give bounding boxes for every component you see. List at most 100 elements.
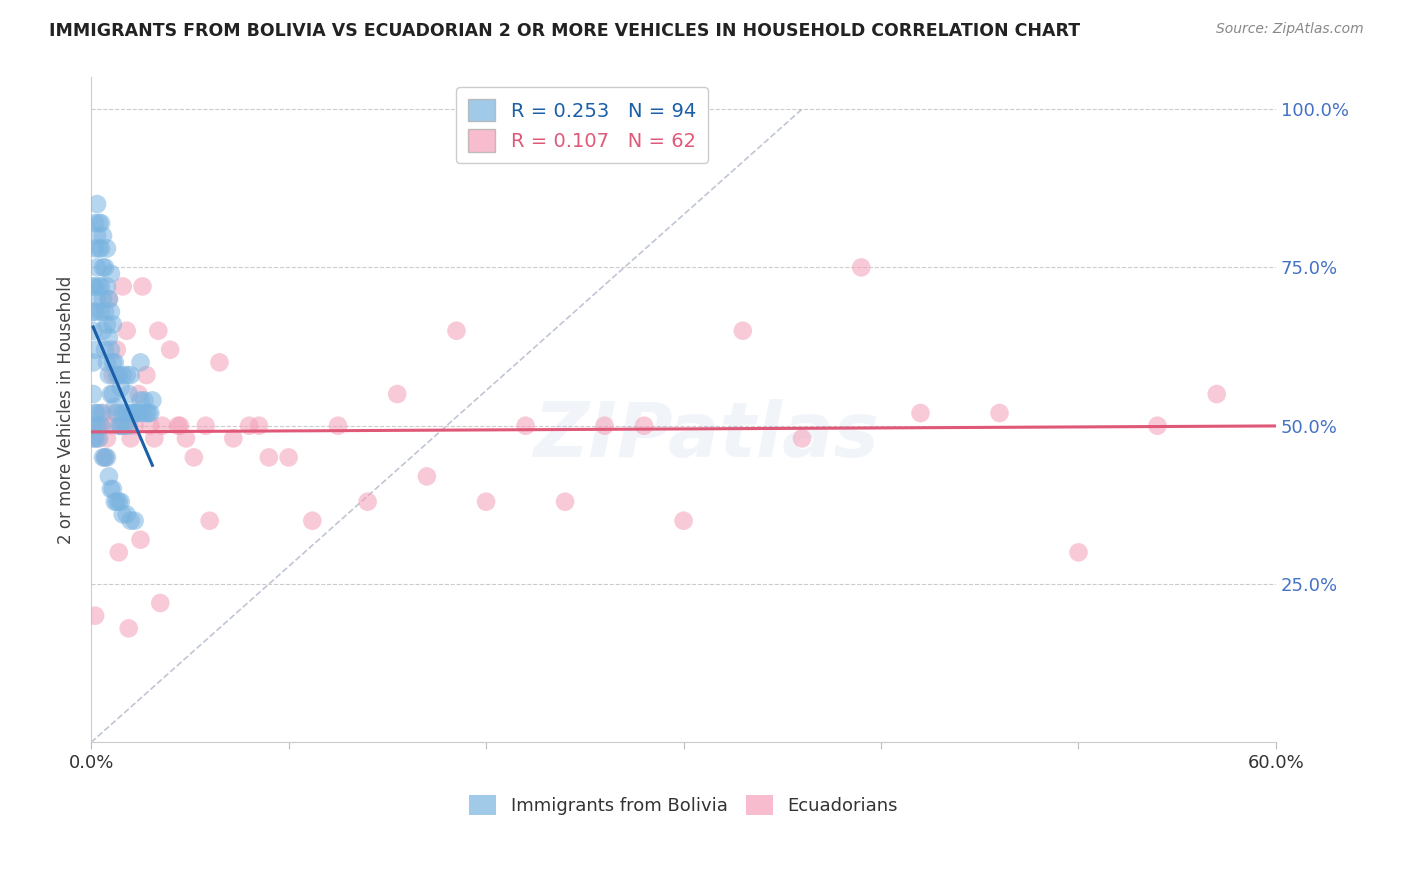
Point [475, 494, 498, 508]
Point [82, 304, 104, 318]
Point [100, 304, 122, 318]
Text: IMMIGRANTS FROM BOLIVIA VS ECUADORIAN 2 OR MORE VEHICLES IN HOUSEHOLD CORRELATIO: IMMIGRANTS FROM BOLIVIA VS ECUADORIAN 2 … [49, 22, 1080, 40]
Point [97, 292, 120, 306]
Point [86, 406, 108, 420]
Point [96, 318, 118, 332]
Point [301, 514, 323, 528]
Point [105, 368, 128, 382]
Point [96, 241, 118, 255]
Point [104, 400, 127, 414]
Point [124, 406, 146, 420]
Point [593, 418, 616, 433]
Point [115, 368, 138, 382]
Point [101, 355, 124, 369]
Point [120, 368, 142, 382]
Point [90, 418, 112, 433]
Point [120, 406, 142, 420]
Point [851, 260, 873, 275]
Point [326, 418, 349, 433]
Point [91, 292, 114, 306]
Point [90, 216, 112, 230]
Point [91, 406, 114, 420]
Point [86, 260, 108, 275]
Point [131, 406, 153, 420]
Point [387, 387, 409, 401]
Point [100, 387, 122, 401]
Point [129, 393, 152, 408]
Point [167, 418, 190, 433]
Point [129, 533, 152, 547]
Point [82, 324, 104, 338]
Point [731, 324, 754, 338]
Point [150, 418, 173, 433]
Point [105, 406, 128, 420]
Point [94, 343, 117, 357]
Point [105, 494, 128, 508]
Point [633, 418, 655, 433]
Point [97, 368, 120, 382]
Point [86, 418, 108, 433]
Point [114, 418, 136, 433]
Point [114, 418, 136, 433]
Point [118, 387, 141, 401]
Point [183, 450, 205, 465]
Point [135, 368, 157, 382]
Point [82, 431, 104, 445]
Point [100, 418, 122, 433]
Point [90, 406, 112, 420]
Point [120, 514, 142, 528]
Point [84, 216, 107, 230]
Point [790, 431, 813, 445]
Point [94, 450, 117, 465]
Point [1146, 418, 1168, 433]
Point [356, 494, 378, 508]
Text: ZIPatlas: ZIPatlas [534, 400, 880, 474]
Point [105, 343, 128, 357]
Point [446, 324, 468, 338]
Point [84, 431, 107, 445]
Point [104, 406, 127, 420]
Point [87, 279, 110, 293]
Point [910, 406, 932, 420]
Point [94, 260, 117, 275]
Point [416, 469, 439, 483]
Point [101, 368, 124, 382]
Point [87, 418, 110, 433]
Point [84, 241, 107, 255]
Point [515, 418, 537, 433]
Point [110, 418, 132, 433]
Point [82, 279, 104, 293]
Point [257, 450, 280, 465]
Point [107, 494, 129, 508]
Point [104, 494, 127, 508]
Point [115, 508, 138, 522]
Point [128, 387, 150, 401]
Point [124, 418, 146, 433]
Point [86, 228, 108, 243]
Point [988, 406, 1011, 420]
Point [96, 450, 118, 465]
Point [86, 431, 108, 445]
Point [129, 355, 152, 369]
Point [100, 267, 122, 281]
Point [554, 494, 576, 508]
Point [96, 279, 118, 293]
Point [84, 343, 107, 357]
Point [118, 418, 141, 433]
Point [107, 418, 129, 433]
Point [1205, 387, 1227, 401]
Point [222, 431, 245, 445]
Point [139, 406, 162, 420]
Point [110, 418, 132, 433]
Point [107, 545, 129, 559]
Point [1067, 545, 1090, 559]
Point [101, 318, 124, 332]
Text: Source: ZipAtlas.com: Source: ZipAtlas.com [1216, 22, 1364, 37]
Legend: Immigrants from Bolivia, Ecuadorians: Immigrants from Bolivia, Ecuadorians [463, 788, 905, 822]
Point [82, 355, 104, 369]
Point [118, 621, 141, 635]
Point [277, 450, 299, 465]
Point [90, 279, 112, 293]
Point [91, 450, 114, 465]
Point [194, 418, 217, 433]
